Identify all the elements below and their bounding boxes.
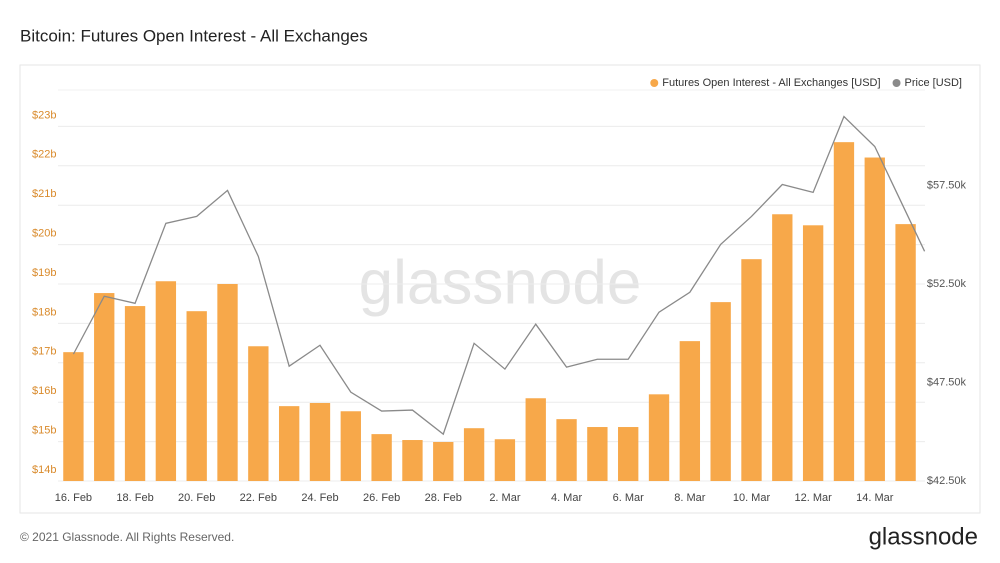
x-tick-label: 6. Mar [613,492,645,504]
bar [278,406,300,481]
bar [741,259,762,481]
bar [648,394,670,481]
bar [463,428,485,481]
bar [679,341,701,481]
logo: glassnode [869,523,978,550]
watermark: glassnode [359,248,642,317]
price-line [72,115,926,436]
plot: $14b $15b $16b $17b $18b $19b $20b $21b $22b $23b… [32,77,966,504]
chart-frame [19,64,981,514]
x-tick-label: 20. Feb [178,492,215,504]
bar [710,302,731,481]
bar [186,311,207,481]
x-tick-label: 12. Mar [794,492,832,504]
legend-label: Price [USD] [905,77,962,89]
bar [802,225,824,481]
x-tick-label: 18. Feb [116,492,153,504]
x-tick-label: 16. Feb [55,492,92,504]
y2-tick-label: $42.50k [927,475,967,487]
bar [94,293,115,481]
bar [494,439,516,481]
bar [772,214,793,481]
legend-swatch [892,79,901,87]
y-tick-label: $21b [32,188,56,200]
bar [895,224,916,481]
y-tick-label: $15b [32,425,56,437]
bar [402,440,423,481]
y2-tick-label: $57.50k [927,179,967,191]
bar [618,427,639,481]
bar [587,427,608,481]
chart-title: Bitcoin: Futures Open Interest - All Exc… [20,26,368,45]
bar [217,284,238,481]
y-tick-label: $16b [32,385,56,397]
x-tick-label: 24. Feb [301,492,338,504]
bar [340,411,361,481]
bar [248,346,269,481]
bar [309,402,331,481]
bar [155,281,177,481]
x-tick-label: 2. Mar [489,492,521,504]
y-tick-label: $17b [32,346,56,358]
y-tick-label: $23b [32,109,56,121]
y-tick-label: $20b [32,228,56,240]
y-tick-label: $22b [32,149,56,161]
bar [371,434,392,481]
legend-label: Futures Open Interest - All Exchanges [U… [662,77,880,89]
bar [63,352,84,481]
x-tick-label: 8. Mar [674,492,706,504]
x-tick-label: 22. Feb [240,492,277,504]
bar [556,419,577,481]
y2-tick-label: $52.50k [927,278,967,290]
y-tick-label: $14b [32,464,56,476]
x-tick-label: 10. Mar [733,492,771,504]
x-tick-label: 26. Feb [363,492,400,504]
x-tick-label: 14. Mar [856,492,894,504]
bar [864,157,885,481]
bar [433,441,454,481]
bar [833,142,855,481]
footer: © 2021 Glassnode. All Rights Reserved. [20,530,234,544]
bar [525,398,546,481]
bar [124,306,146,481]
x-tick-label: 28. Feb [425,492,462,504]
legend-swatch [650,79,659,87]
x-tick-label: 4. Mar [551,492,583,504]
y2-tick-label: $47.50k [927,376,967,388]
y-tick-label: $19b [32,267,56,279]
y-tick-label: $18b [32,306,56,318]
